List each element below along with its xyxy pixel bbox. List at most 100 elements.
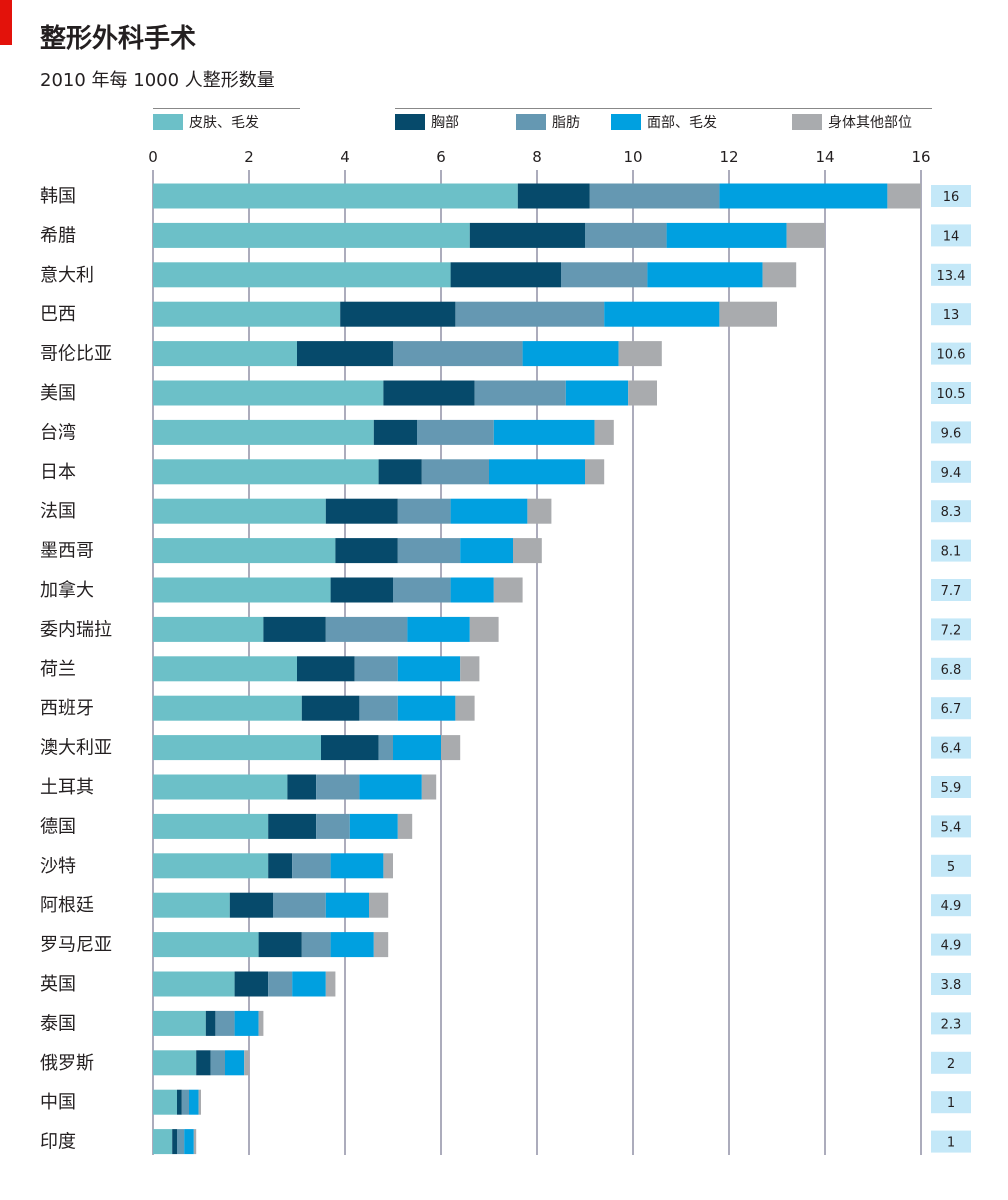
total-label-box (931, 1130, 971, 1153)
bar-segment (719, 301, 777, 327)
bar-segment (417, 419, 494, 445)
total-label-box (931, 303, 971, 326)
total-label: 4.9 (941, 939, 962, 954)
total-label: 9.4 (941, 466, 962, 481)
legend-label: 面部、毛发 (647, 115, 717, 131)
bar-segment (193, 1129, 197, 1155)
bar-segment (153, 341, 297, 367)
total-label: 5 (947, 860, 955, 875)
category-label: 委内瑞拉 (40, 619, 112, 640)
bar-segment (666, 222, 787, 248)
bar-segment (489, 459, 585, 485)
bar-segment (460, 538, 513, 564)
total-label-box (931, 539, 971, 562)
bar-segment (455, 301, 605, 327)
category-label: 阿根廷 (40, 895, 94, 916)
bar-segment (450, 498, 528, 524)
category-label: 泰国 (40, 1013, 76, 1034)
legend-divider (153, 108, 300, 109)
total-label: 5.4 (941, 820, 962, 835)
total-label: 13 (943, 308, 960, 323)
bar-segment (153, 656, 297, 682)
total-label-box (931, 697, 971, 720)
bar-segment (493, 419, 595, 445)
bar-segment (172, 1129, 177, 1155)
category-label: 西班牙 (40, 698, 94, 719)
bar-segment (244, 1050, 249, 1076)
category-label: 印度 (40, 1132, 76, 1153)
bar-segment (450, 577, 494, 603)
total-label-box (931, 342, 971, 365)
total-label: 3.8 (941, 978, 962, 993)
bar-segment (604, 301, 720, 327)
legend-item: 皮肤、毛发 (153, 112, 259, 132)
bar-segment (189, 1089, 199, 1115)
bar-segment (258, 1010, 264, 1036)
category-label: 台湾 (40, 422, 76, 443)
bar-segment (469, 222, 585, 248)
bar-segment (321, 735, 379, 761)
legend-label: 脂肪 (552, 115, 580, 131)
bar-segment (594, 419, 614, 445)
legend-label: 胸部 (431, 115, 459, 131)
bar-segment (229, 892, 273, 918)
total-label: 10.6 (937, 348, 966, 363)
bar-segment (330, 577, 393, 603)
category-label: 英国 (40, 974, 76, 995)
total-label-box (931, 579, 971, 601)
bar-segment (493, 577, 523, 603)
bar-segment (153, 892, 230, 918)
bar-segment (397, 498, 451, 524)
bar-segment (589, 183, 720, 209)
category-label: 德国 (40, 816, 76, 837)
x-tick-label: 2 (244, 148, 254, 166)
bar-segment (330, 853, 384, 879)
total-label-box (931, 657, 971, 680)
total-label-box (931, 185, 971, 207)
category-label: 巴西 (40, 304, 76, 325)
bar-segment (153, 774, 288, 800)
bar-segment (153, 932, 259, 958)
category-label: 哥伦比亚 (40, 344, 112, 365)
bar-segment (153, 1089, 177, 1115)
bar-segment (153, 616, 264, 642)
bar-segment (177, 1089, 182, 1115)
total-label-box (931, 500, 971, 523)
legend-swatch (611, 114, 641, 130)
total-label: 10.5 (937, 387, 966, 402)
total-label-box (931, 1051, 971, 1074)
bar-segment (585, 459, 605, 485)
bar-segment (287, 774, 317, 800)
total-label-box (931, 933, 971, 956)
bar-segment (153, 419, 374, 445)
total-label-box (931, 973, 971, 995)
bar-segment (378, 735, 393, 761)
bar-segment (517, 183, 590, 209)
bar-segment (421, 774, 437, 800)
legend-swatch (395, 114, 425, 130)
bar-segment (153, 459, 379, 485)
bar-segment (205, 1010, 216, 1036)
x-tick-label: 0 (148, 148, 158, 166)
bar-segment (522, 341, 619, 367)
bar-segment (585, 222, 667, 248)
bar-segment (153, 1010, 206, 1036)
bar-segment (383, 380, 475, 406)
total-label: 14 (943, 229, 960, 244)
x-tick-label: 12 (719, 148, 738, 166)
bar-segment (359, 774, 422, 800)
bar-segment (268, 813, 317, 839)
bar-segment (421, 459, 489, 485)
category-label: 荷兰 (40, 659, 76, 680)
category-label: 加拿大 (40, 579, 94, 601)
bar-segment (330, 932, 374, 958)
category-label: 日本 (40, 462, 76, 483)
bar-segment (887, 183, 921, 209)
legend-label: 身体其他部位 (828, 115, 912, 131)
total-label: 1 (947, 1136, 955, 1151)
total-label-box (931, 776, 971, 798)
bar-segment (234, 1010, 259, 1036)
bar-segment (234, 971, 269, 997)
total-label: 7.7 (941, 584, 962, 599)
